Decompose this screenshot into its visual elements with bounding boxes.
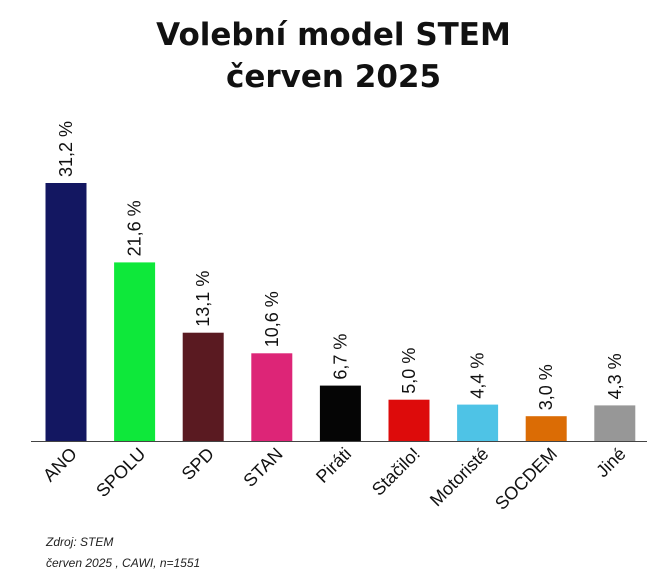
bar-value-label: 3,0 % <box>536 364 556 410</box>
bar-pir-ti <box>319 385 361 441</box>
bar-spolu <box>114 262 156 441</box>
bar-value-label: 6,7 % <box>330 334 350 380</box>
chart-title: Volební model STEM červen 2025 <box>0 14 667 98</box>
source-label: Zdroj: STEM <box>46 535 114 549</box>
bar-value-label: 13,1 % <box>193 271 213 327</box>
category-label: ANO <box>39 444 81 486</box>
bar-motorist- <box>457 404 499 441</box>
bar-value-label: 4,3 % <box>605 353 625 399</box>
bar-value-label: 4,4 % <box>468 353 488 399</box>
bar-socdem <box>525 416 567 441</box>
bar-value-label: 10,6 % <box>262 291 282 347</box>
category-label: Piráti <box>312 444 355 487</box>
category-label: SOCDEM <box>491 444 561 514</box>
category-label: Stačilo! <box>368 444 424 500</box>
bar-ano <box>45 183 87 441</box>
category-label: SPD <box>178 444 218 484</box>
source-note: Zdroj: STEM červen 2025 , CAWI, n=1551 <box>46 532 200 574</box>
bar-value-label: 21,6 % <box>125 200 145 256</box>
chart-title-line: Volební model STEM <box>156 17 511 53</box>
bar-jin- <box>594 405 636 441</box>
bar-value-label: 31,2 % <box>56 121 76 177</box>
bar-value-label: 5,0 % <box>399 348 419 394</box>
bar-spd <box>182 332 224 441</box>
bar-stan <box>251 353 293 441</box>
category-label: Jiné <box>592 444 629 481</box>
bar-sta-ilo- <box>388 399 430 441</box>
source-details: červen 2025 , CAWI, n=1551 <box>46 556 201 570</box>
chart-subtitle: červen 2025 <box>225 59 442 95</box>
category-label: SPOLU <box>92 444 149 501</box>
category-label: Motoristé <box>426 444 492 510</box>
category-label: STAN <box>239 444 286 491</box>
